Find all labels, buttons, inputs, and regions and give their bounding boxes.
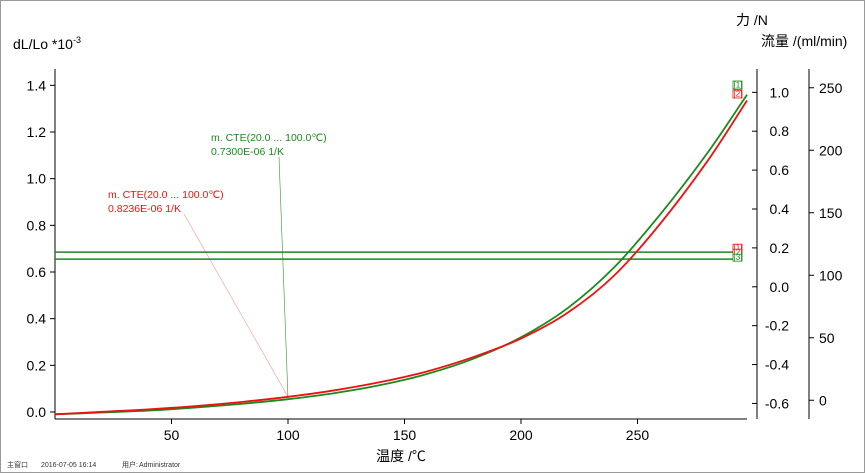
flow-tick-label: 150 — [819, 205, 843, 221]
left-tick-label: 0.6 — [27, 264, 47, 280]
left-tick-label: 0.8 — [27, 217, 47, 233]
line-marker-label: [1] — [734, 243, 743, 252]
line-marker-label: [3] — [734, 253, 743, 262]
left-tick-label: 0.4 — [27, 311, 47, 327]
x-axis-title: 温度 /℃ — [376, 448, 426, 464]
left-tick-label: 1.0 — [27, 171, 47, 187]
status-user-label: 用户: — [122, 460, 138, 469]
series-line-2 — [54, 100, 748, 416]
x-tick-label: 200 — [509, 427, 533, 443]
annotation-value: 0.8236E-06 1/K — [108, 203, 181, 215]
force-axis-title: 力 /N — [736, 12, 768, 28]
force-tick-label: 0.8 — [770, 123, 790, 139]
force-tick-label: -0.2 — [765, 318, 789, 334]
flow-tick-label: 200 — [819, 142, 843, 158]
force-tick-label: 0.2 — [770, 240, 790, 256]
flow-tick-label: 50 — [819, 330, 835, 346]
status-datetime: 2016-07-05 16:14 — [41, 462, 96, 469]
force-tick-label: -0.4 — [765, 357, 789, 373]
flow-axis-title: 流量 /(ml/min) — [761, 33, 847, 49]
annotation-leader — [183, 213, 289, 397]
annotation-title: m. CTE(20.0 ... 100.0℃) — [108, 189, 224, 201]
annotation-title: m. CTE(20.0 ... 100.0℃) — [211, 132, 327, 144]
annotation-leader — [278, 156, 289, 399]
left-axis-title: dL/Lo *10-3 — [13, 35, 81, 52]
flow-tick-label: 250 — [819, 80, 843, 96]
x-tick-label: 250 — [626, 427, 650, 443]
series-layer — [54, 94, 748, 416]
curve-marker-label: [2] — [734, 90, 743, 99]
curve-marker-box — [732, 80, 743, 90]
flow-tick-label: 100 — [819, 267, 843, 283]
flow-tick-label: 0 — [819, 392, 827, 408]
left-tick-label: 1.2 — [27, 124, 47, 140]
curve-marker-label: [1] — [734, 81, 743, 90]
force-tick-label: 0.0 — [770, 279, 790, 295]
left-tick-label: 0.0 — [27, 404, 47, 420]
x-tick-label: 50 — [164, 427, 180, 443]
force-tick-label: 0.4 — [770, 201, 790, 217]
line-marker-box — [732, 253, 743, 262]
status-view-label: 主窗口 — [7, 460, 28, 469]
line-marker-label: [2] — [734, 248, 743, 257]
annotation-value: 0.7300E-06 1/K — [211, 146, 284, 158]
left-tick-label: 1.4 — [27, 77, 47, 93]
x-tick-label: 150 — [393, 427, 417, 443]
left-tick-label: 0.2 — [27, 357, 47, 373]
force-tick-label: -0.6 — [765, 395, 789, 411]
curve-marker-box — [732, 89, 743, 99]
force-tick-label: 0.6 — [770, 162, 790, 178]
x-tick-label: 100 — [276, 427, 300, 443]
annotation-layer: [1][2][1][2][3]m. CTE(20.0 ... 100.0℃)0.… — [108, 81, 742, 399]
series-line-1 — [54, 94, 748, 416]
axes-layer: 50 100 150 200 250 0.0 0.2 0.4 0.6 0.8 1.0 1.2 1.4 -0… — [27, 69, 843, 443]
status-user: Administrator — [139, 462, 181, 469]
force-tick-label: 1.0 — [770, 84, 790, 100]
